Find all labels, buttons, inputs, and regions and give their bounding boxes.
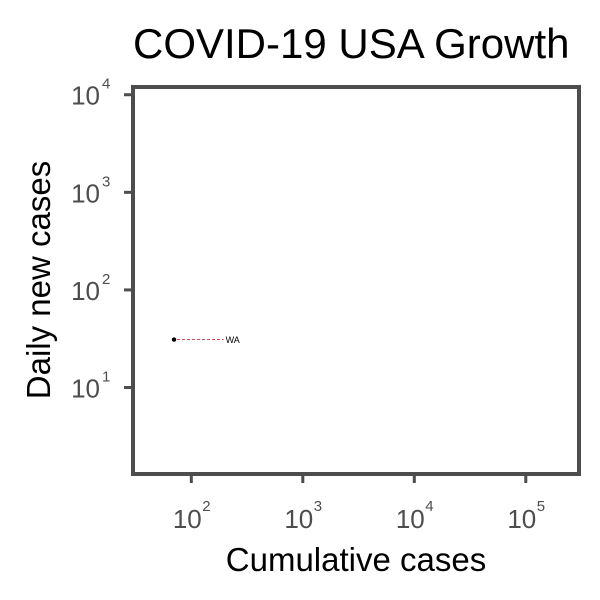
x-tick-exponent: 2 — [202, 498, 210, 515]
y-tick-exponent: 4 — [102, 76, 110, 93]
y-tick-exponent: 2 — [102, 271, 110, 288]
data-point — [171, 337, 177, 342]
y-axis-title: Daily new cases — [20, 161, 57, 399]
chart-title: COVID-19 USA Growth — [133, 20, 569, 67]
x-axis-title: Cumulative cases — [226, 541, 486, 578]
x-tick-exponent: 3 — [314, 498, 322, 515]
y-tick-label: 10 — [71, 178, 100, 208]
x-tick-label: 10 — [173, 504, 202, 534]
x-axis: 10 2 10 3 10 4 10 5 — [173, 476, 545, 534]
x-tick-exponent: 4 — [425, 498, 433, 515]
x-tick-exponent: 5 — [537, 498, 545, 515]
y-tick-exponent: 1 — [102, 369, 110, 386]
point-label: WA — [226, 335, 240, 345]
x-tick-label: 10 — [284, 504, 313, 534]
y-tick-exponent: 3 — [102, 173, 110, 190]
y-tick-label: 10 — [71, 374, 100, 404]
x-tick-label: 10 — [507, 504, 536, 534]
y-tick-label: 10 — [71, 276, 100, 306]
x-tick-label: 10 — [396, 504, 425, 534]
plot-panel — [131, 85, 581, 476]
data-layer: WA — [171, 335, 240, 345]
y-tick-label: 10 — [71, 81, 100, 111]
